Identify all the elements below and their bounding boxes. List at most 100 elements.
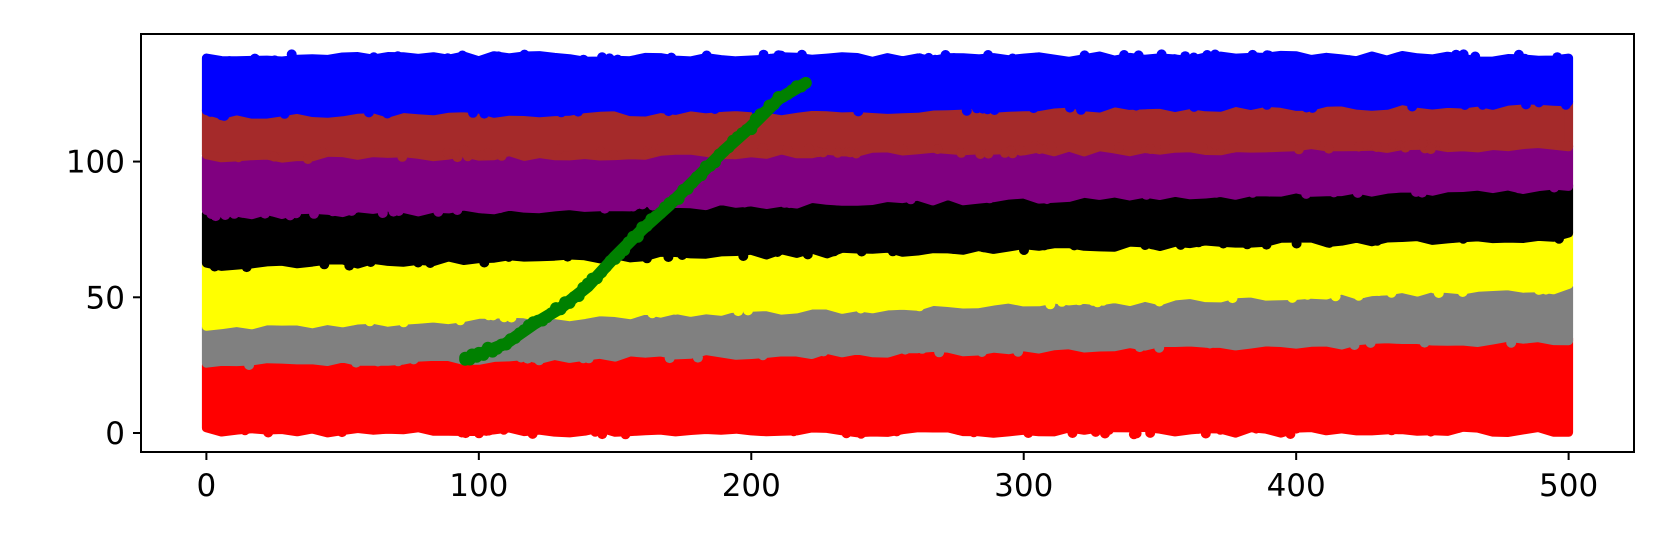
data-point xyxy=(1131,428,1142,439)
data-point xyxy=(958,193,969,204)
data-point xyxy=(1019,245,1029,255)
data-point xyxy=(462,151,473,162)
data-point xyxy=(745,123,758,136)
data-point xyxy=(940,50,951,60)
data-point xyxy=(515,199,526,209)
data-point xyxy=(597,52,608,63)
data-point xyxy=(856,246,867,257)
data-point xyxy=(999,147,1010,158)
data-point xyxy=(1153,186,1164,197)
data-point xyxy=(1417,138,1428,149)
data-point xyxy=(1560,99,1571,110)
data-point xyxy=(1075,339,1086,350)
data-point xyxy=(1131,100,1142,111)
data-point xyxy=(393,356,404,367)
data-point xyxy=(879,343,889,354)
data-point xyxy=(1482,421,1493,432)
data-point xyxy=(855,303,866,314)
data-point xyxy=(365,423,376,434)
data-point xyxy=(788,426,799,437)
data-point xyxy=(758,49,769,60)
data-point xyxy=(634,303,645,314)
data-point xyxy=(488,310,499,321)
data-point xyxy=(527,423,538,433)
data-point xyxy=(1059,187,1070,198)
data-point xyxy=(923,52,934,63)
data-point xyxy=(739,197,750,208)
data-point xyxy=(1013,346,1024,357)
data-point xyxy=(1448,232,1458,243)
data-point xyxy=(631,230,644,243)
data-point xyxy=(1382,422,1392,433)
data-point xyxy=(1215,424,1226,435)
data-point xyxy=(1344,55,1355,66)
data-point xyxy=(853,106,864,117)
data-point xyxy=(425,258,436,268)
series-blue-band xyxy=(201,49,1574,121)
data-point xyxy=(608,149,619,160)
data-point xyxy=(1534,229,1545,239)
data-point xyxy=(983,148,994,159)
data-point xyxy=(1034,144,1045,155)
y-tick-label: 0 xyxy=(105,416,125,452)
data-point xyxy=(1189,101,1200,112)
tick-layer: 0 100 200 300 400 500 0 50 100 xyxy=(66,145,1598,504)
data-point xyxy=(290,424,301,435)
data-point xyxy=(1437,282,1448,293)
data-point xyxy=(1428,283,1439,294)
data-point xyxy=(795,80,808,93)
data-point xyxy=(1141,189,1152,200)
data-point xyxy=(263,421,274,432)
data-point xyxy=(637,199,648,210)
data-point xyxy=(496,150,507,161)
data-point xyxy=(1513,49,1524,60)
data-point xyxy=(368,52,379,63)
data-point xyxy=(1027,292,1038,303)
data-point xyxy=(1353,424,1364,435)
data-point xyxy=(532,52,543,62)
data-point xyxy=(341,314,352,325)
data-point xyxy=(685,57,696,68)
data-point xyxy=(237,207,248,218)
data-point xyxy=(1159,54,1170,65)
data-point xyxy=(499,312,510,323)
data-point xyxy=(866,99,877,110)
data-point xyxy=(1451,49,1462,60)
data-point xyxy=(209,261,220,272)
data-point xyxy=(845,147,856,158)
data-point xyxy=(1328,187,1339,198)
data-point xyxy=(1160,142,1171,153)
data-point xyxy=(583,353,594,364)
data-point xyxy=(1466,96,1477,107)
data-point xyxy=(666,52,677,63)
data-point xyxy=(651,306,661,317)
data-point xyxy=(567,350,577,361)
data-point xyxy=(1218,238,1229,249)
data-point xyxy=(952,424,963,435)
data-point xyxy=(1407,101,1418,112)
data-point xyxy=(327,206,338,217)
data-point xyxy=(279,108,290,119)
data-point xyxy=(632,424,643,435)
data-point xyxy=(956,147,967,158)
data-point xyxy=(553,144,564,155)
data-point xyxy=(1521,99,1531,110)
data-point xyxy=(772,247,783,257)
data-point xyxy=(377,252,388,263)
data-point xyxy=(1211,187,1222,198)
data-point xyxy=(433,103,444,114)
series-green-trace xyxy=(459,76,812,366)
data-point xyxy=(1237,423,1248,434)
data-point xyxy=(591,250,602,261)
data-point xyxy=(214,421,225,432)
data-point xyxy=(1423,335,1434,346)
x-tick-label: 500 xyxy=(1539,468,1598,504)
data-point xyxy=(1069,240,1080,251)
data-point xyxy=(1395,282,1406,293)
data-point xyxy=(269,151,280,162)
data-point xyxy=(983,50,994,60)
data-point xyxy=(1021,55,1032,65)
data-point xyxy=(967,340,978,351)
data-point xyxy=(309,208,319,219)
data-point xyxy=(1262,50,1273,61)
